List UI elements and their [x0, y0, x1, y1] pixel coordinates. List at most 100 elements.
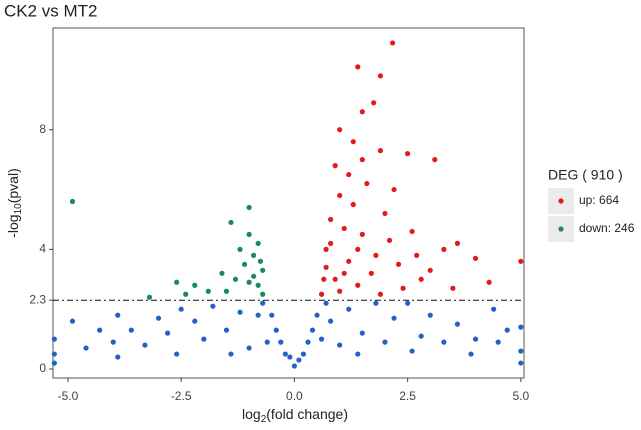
- point: [359, 330, 365, 336]
- x-tick-label: -5.0: [58, 389, 79, 403]
- point: [97, 327, 103, 333]
- point: [441, 246, 447, 252]
- point: [441, 339, 447, 345]
- x-tick-label: -2.5: [171, 389, 192, 403]
- point: [178, 306, 184, 312]
- point: [223, 327, 230, 333]
- point: [377, 148, 384, 154]
- y-tick-label: 8: [39, 122, 46, 136]
- point: [346, 258, 352, 264]
- point: [346, 171, 352, 178]
- point: [246, 204, 252, 211]
- point: [355, 282, 361, 288]
- point: [472, 255, 479, 261]
- point: [128, 327, 134, 333]
- point: [251, 252, 257, 258]
- point: [332, 163, 338, 169]
- point: [518, 348, 524, 354]
- point: [69, 198, 76, 205]
- point: [395, 261, 402, 267]
- point: [391, 315, 397, 321]
- point: [328, 318, 334, 324]
- point: [364, 180, 370, 187]
- point: [205, 288, 211, 294]
- point: [228, 219, 234, 226]
- point: [371, 100, 377, 106]
- point: [359, 231, 365, 238]
- point: [373, 300, 379, 306]
- point: [323, 300, 329, 306]
- legend-label: down: 246: [579, 221, 635, 235]
- point: [409, 348, 415, 354]
- x-tick-label: 5.0: [512, 389, 529, 403]
- point: [300, 351, 307, 357]
- point: [318, 291, 325, 297]
- point: [382, 210, 388, 217]
- point: [350, 139, 356, 145]
- point: [219, 270, 225, 276]
- x-title-part: (fold change): [266, 406, 348, 422]
- point: [432, 157, 438, 163]
- point: [155, 315, 162, 321]
- point: [414, 252, 420, 258]
- x-axis-title: log2(fold change): [242, 406, 348, 425]
- point: [174, 351, 180, 357]
- point: [495, 339, 501, 345]
- legend-label: up: 664: [579, 193, 619, 207]
- point: [260, 267, 266, 273]
- point: [359, 157, 365, 163]
- point: [192, 282, 198, 288]
- y-axis-title: -log10(pval): [5, 168, 24, 238]
- point: [337, 342, 343, 348]
- point: [390, 40, 396, 46]
- point: [142, 342, 148, 348]
- point: [183, 291, 189, 297]
- plot-panel: [52, 27, 525, 379]
- point: [341, 270, 347, 276]
- point: [418, 276, 424, 282]
- x-title-part: log: [242, 406, 261, 422]
- point: [255, 282, 261, 288]
- x-tick-label: 2.5: [399, 389, 416, 403]
- point: [264, 339, 270, 345]
- y-tick-label: 0: [39, 361, 46, 375]
- point: [400, 285, 406, 291]
- point: [468, 351, 474, 357]
- point: [346, 306, 352, 312]
- point: [251, 273, 257, 279]
- point: [409, 228, 415, 235]
- point: [504, 327, 510, 333]
- point: [309, 327, 316, 333]
- point: [51, 360, 57, 366]
- point: [257, 258, 264, 264]
- point: [491, 306, 497, 312]
- y-tick-label: 4: [39, 242, 46, 256]
- point: [282, 351, 288, 357]
- point: [518, 360, 524, 366]
- legend-marker: [558, 198, 564, 204]
- point: [287, 354, 293, 360]
- point: [355, 246, 361, 252]
- point: [305, 339, 311, 345]
- point: [418, 333, 424, 339]
- point: [278, 339, 284, 345]
- point: [291, 363, 297, 369]
- point: [146, 294, 153, 300]
- point: [328, 240, 334, 246]
- point: [472, 336, 479, 342]
- point: [321, 276, 327, 282]
- point: [391, 186, 397, 193]
- y-tick-label: 2.3: [29, 292, 46, 306]
- point: [164, 330, 171, 336]
- point: [332, 276, 338, 282]
- y-title-part: (pval): [5, 168, 21, 203]
- point: [246, 231, 252, 238]
- point: [382, 339, 388, 345]
- point: [69, 318, 76, 324]
- point: [337, 127, 343, 133]
- chart-title: CK2 vs MT2: [4, 1, 98, 20]
- point: [355, 64, 361, 70]
- point: [368, 270, 374, 276]
- point: [518, 258, 524, 264]
